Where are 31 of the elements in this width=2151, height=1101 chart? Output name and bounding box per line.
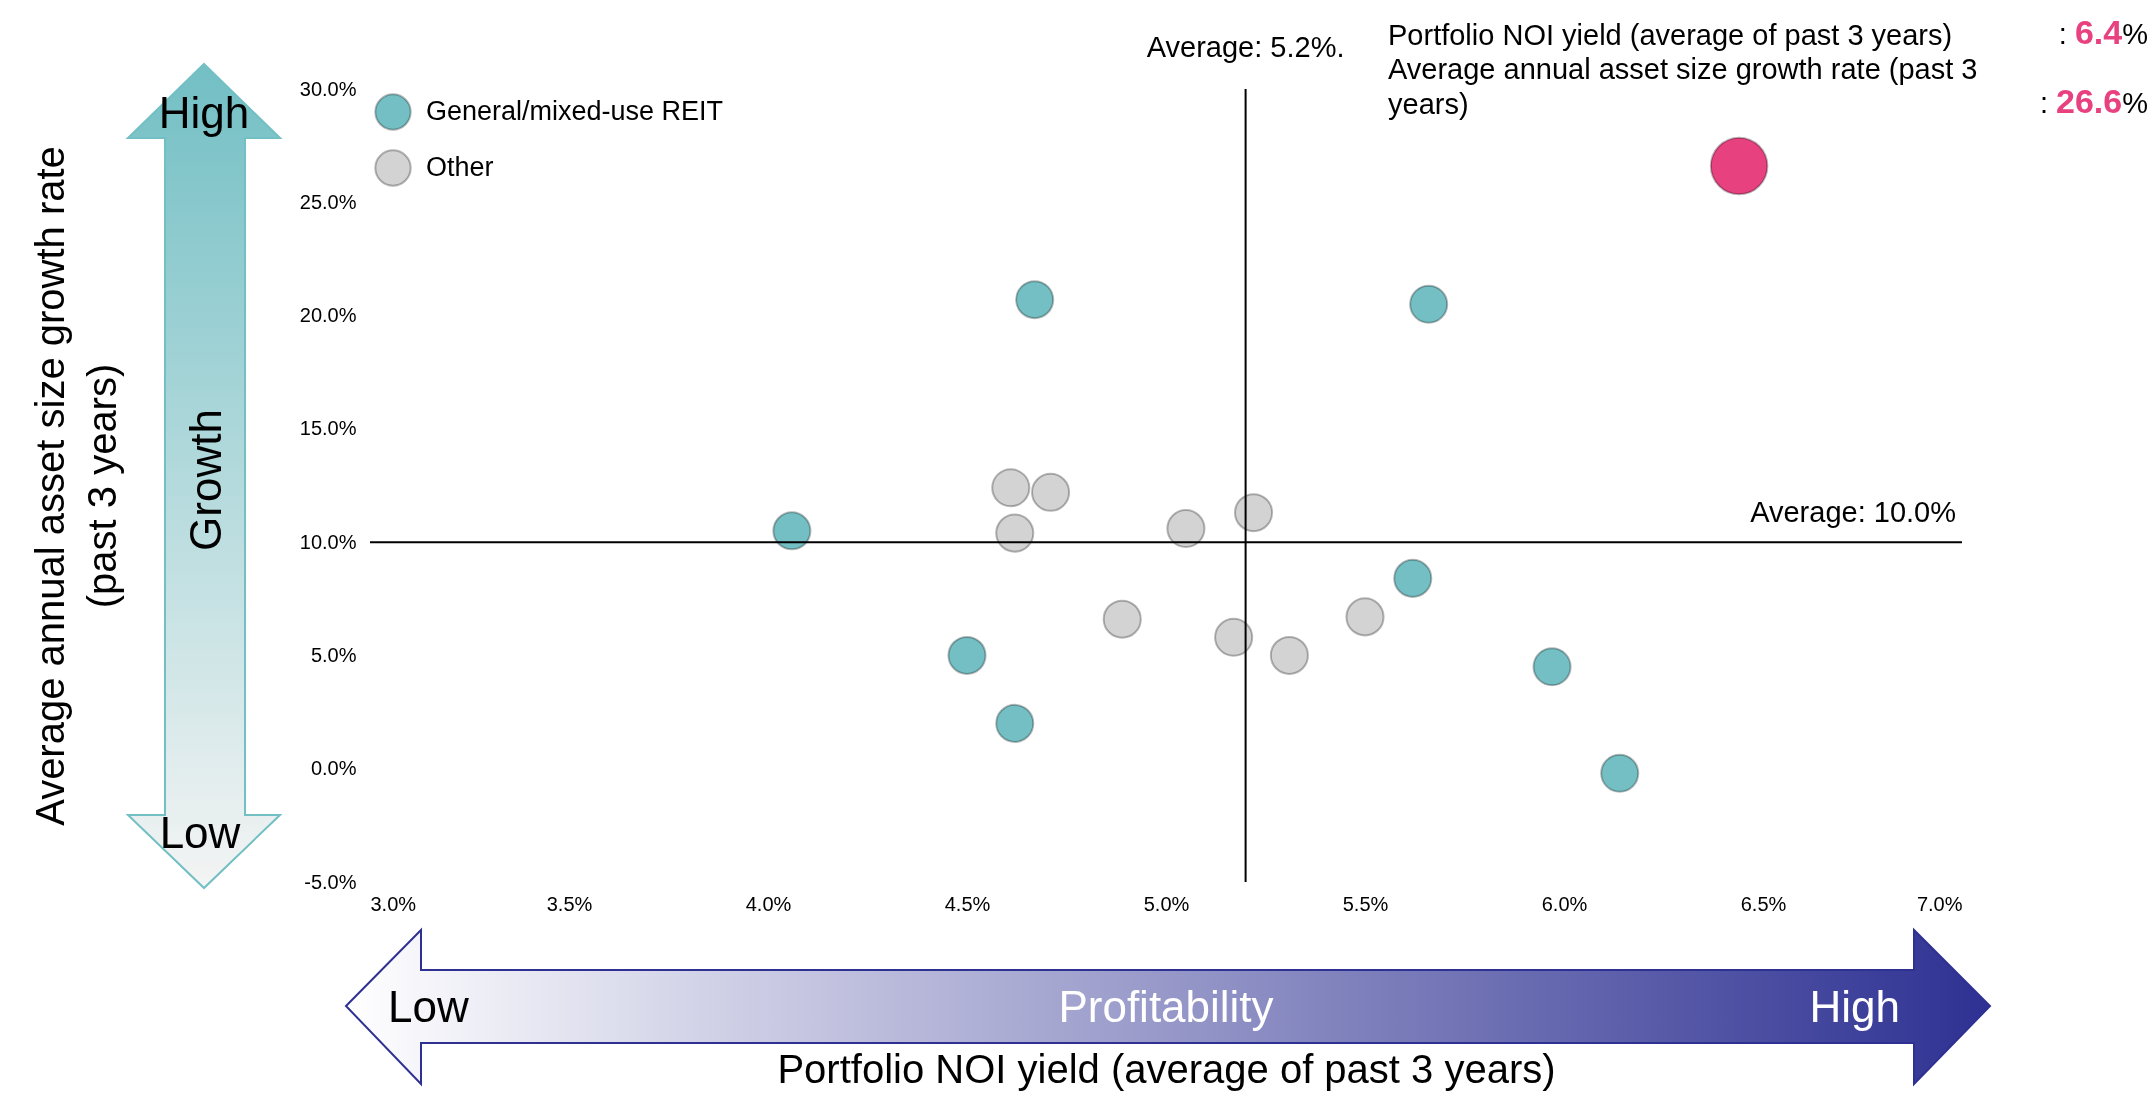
- legend-label: Other: [426, 152, 494, 182]
- x-axis-title: Portfolio NOI yield (average of past 3 years): [777, 1046, 1556, 1091]
- x-tick-label: 3.0%: [370, 892, 417, 915]
- x-tick-label: 4.0%: [745, 892, 792, 915]
- y-tick-label: 30.0%: [299, 77, 357, 100]
- text: Low: [388, 982, 469, 1031]
- text: Low: [159, 808, 241, 857]
- text: Average annual asset size growth rate (past 3 years) : 26.6%: [1388, 53, 2148, 120]
- text: Portfolio NOI yield (average of past 3 years) : 6.4%: [1388, 13, 2148, 51]
- ref-line-label: Average: 10.0%: [1750, 496, 1956, 529]
- x-tick-label: 3.5%: [546, 892, 593, 915]
- text: Profitability: [1058, 982, 1274, 1031]
- x-tick-label: 4.5%: [944, 892, 991, 915]
- y-tick-label: 0.0%: [310, 757, 357, 780]
- x-tick-label: 5.0%: [1143, 892, 1190, 915]
- text: High: [158, 88, 250, 137]
- ref-line-label: Average: 5.2%.: [1146, 31, 1345, 63]
- x-tick-label: 7.0%: [1916, 892, 1963, 915]
- y-tick-label: 5.0%: [310, 643, 357, 666]
- y-tick-label: 10.0%: [299, 530, 357, 553]
- y-tick-label: -5.0%: [304, 870, 357, 893]
- text: Growth: [181, 409, 230, 551]
- x-tick-label: 6.5%: [1740, 892, 1787, 915]
- x-tick-label: 6.0%: [1541, 892, 1588, 915]
- text: High: [1809, 982, 1900, 1031]
- legend-label: General/mixed-use REIT: [426, 96, 724, 126]
- y-tick-label: 15.0%: [299, 417, 357, 440]
- y-axis-title: Average annual asset size growth rate (past 3 years): [27, 146, 124, 826]
- x-tick-label: 5.5%: [1342, 892, 1389, 915]
- y-tick-label: 25.0%: [299, 190, 357, 213]
- y-tick-label: 20.0%: [299, 304, 357, 327]
